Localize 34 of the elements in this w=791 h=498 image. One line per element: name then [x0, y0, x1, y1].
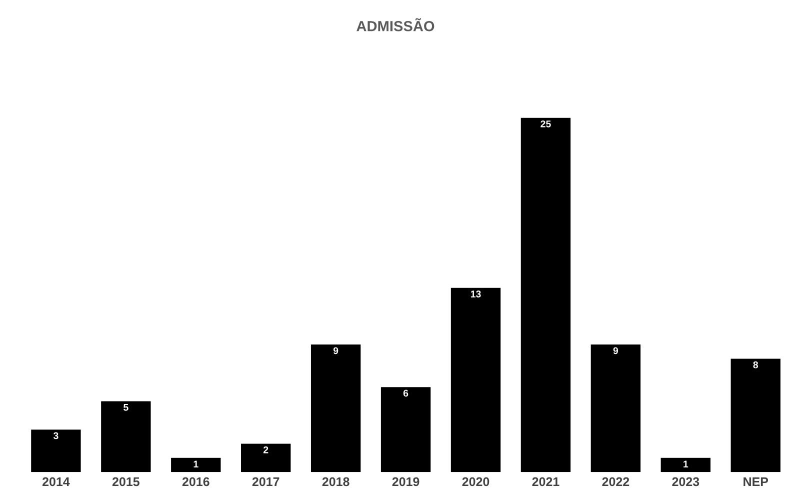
data-label: 2 — [263, 446, 268, 454]
x-tick-label: 2015 — [112, 477, 140, 486]
data-label: 1 — [194, 460, 198, 468]
bar — [31, 430, 81, 472]
chart-title: ADMISSÃO — [356, 18, 434, 32]
data-label: 9 — [613, 347, 618, 354]
x-tick-label: 2017 — [252, 477, 280, 486]
bar — [380, 387, 431, 472]
data-label: 8 — [753, 361, 758, 368]
x-tick-label: 2019 — [392, 477, 420, 486]
x-tick-label: 2023 — [672, 477, 700, 486]
x-tick-label: 2021 — [532, 477, 560, 486]
data-label: 5 — [124, 404, 128, 411]
x-tick-label: 2014 — [42, 477, 70, 486]
bar — [730, 358, 780, 472]
data-label: 3 — [53, 432, 58, 440]
x-tick-label: 2018 — [322, 477, 350, 486]
bar — [171, 458, 221, 472]
bar — [101, 401, 151, 472]
bar — [660, 458, 710, 472]
bar — [310, 344, 361, 472]
data-label: 1 — [684, 460, 688, 468]
bar — [450, 288, 501, 472]
data-label: 25 — [540, 120, 551, 128]
bar — [590, 344, 641, 472]
data-label: 6 — [403, 390, 408, 397]
bar — [241, 444, 291, 472]
data-label: 9 — [333, 347, 338, 354]
x-tick-label: 2022 — [602, 477, 630, 486]
x-tick-label: 2020 — [462, 477, 490, 486]
bar — [520, 118, 571, 472]
x-tick-label: NEP — [744, 477, 768, 486]
data-label: 13 — [470, 290, 481, 298]
x-tick-label: 2016 — [182, 477, 210, 486]
